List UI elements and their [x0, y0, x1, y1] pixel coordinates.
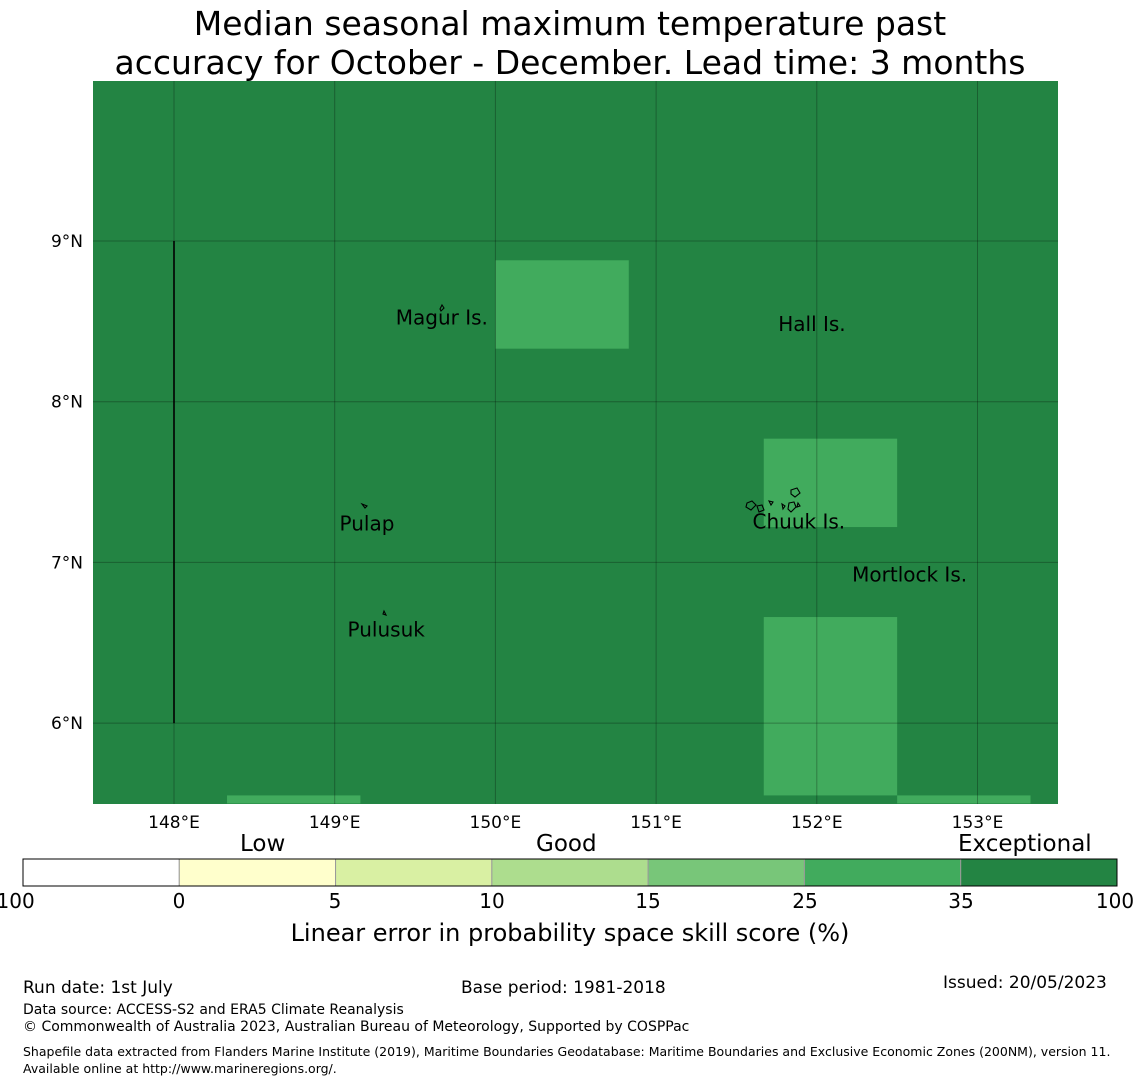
- colorbar-segment: [178, 858, 337, 887]
- colorbar-tick: -100: [0, 889, 35, 913]
- map-title-line-2: accuracy for October - December. Lead ti…: [114, 43, 1026, 82]
- island-outline: [439, 303, 445, 312]
- copyright: © Commonwealth of Australia 2023, Austra…: [23, 1019, 690, 1035]
- latitude-tick-label: 7°N: [51, 553, 83, 573]
- island-outline: [787, 501, 797, 513]
- colorbar-tick: 15: [635, 889, 661, 913]
- place-label: Mortlock Is.: [852, 563, 967, 587]
- base-period: Base period: 1981-2018: [461, 978, 666, 998]
- issued-date: Issued: 20/05/2023: [943, 973, 1107, 993]
- island-outline: [382, 609, 388, 616]
- latitude-tick-label: 8°N: [51, 393, 83, 413]
- island-outline: [745, 500, 757, 511]
- island-outline: [796, 501, 801, 508]
- data-source: Data source: ACCESS-S2 and ERA5 Climate …: [23, 1002, 404, 1018]
- colorbar-tick: 100: [1095, 889, 1135, 913]
- colorbar-segment: [335, 858, 493, 887]
- colorbar-segment: [803, 858, 962, 887]
- place-label: Pulusuk: [348, 617, 426, 641]
- run-date: Run date: 1st July: [23, 978, 173, 998]
- colorbar-tick: 10: [479, 889, 505, 913]
- category-good: Good: [536, 831, 597, 857]
- longitude-tick-label: 148°E: [148, 813, 200, 833]
- skill-cell: [227, 795, 361, 804]
- colorbar-segment: [960, 858, 1118, 887]
- latitude-tick-label: 9°N: [51, 232, 83, 252]
- map-title: Median seasonal maximum temperature past…: [0, 4, 1140, 82]
- map-background: [93, 81, 1058, 804]
- longitude-tick-label: 150°E: [470, 813, 522, 833]
- island-outline: [781, 502, 786, 511]
- map-title-line-1: Median seasonal maximum temperature past: [193, 4, 947, 43]
- colorbar-label: Linear error in probability space skill …: [290, 919, 850, 947]
- colorbar-tick: 5: [328, 889, 342, 913]
- place-label: Pulap: [340, 511, 395, 535]
- longitude-tick-label: 149°E: [309, 813, 361, 833]
- colorbar-segment: [491, 858, 649, 887]
- island-outline: [767, 500, 774, 507]
- latitude-tick-label: 6°N: [51, 714, 83, 734]
- place-label: Magur Is.: [396, 306, 488, 330]
- island-outline: [756, 504, 765, 513]
- colorbar-segment: [647, 858, 805, 887]
- longitude-tick-label: 153°E: [952, 813, 1004, 833]
- colorbar-frame: [22, 858, 1118, 887]
- category-exceptional: Exceptional: [958, 831, 1092, 857]
- category-low: Low: [240, 831, 286, 857]
- colorbar-segment: [22, 858, 180, 887]
- longitude-tick-label: 152°E: [791, 813, 843, 833]
- skill-cell: [495, 260, 629, 349]
- place-label: Hall Is.: [778, 312, 845, 336]
- skill-cell: [897, 795, 1031, 804]
- longitude-tick-label: 151°E: [630, 813, 682, 833]
- shapefile-credit: Shapefile data extracted from Flanders M…: [23, 1044, 1111, 1076]
- skill-cell: [763, 617, 898, 796]
- island-outline: [360, 502, 368, 509]
- colorbar-tick: 35: [948, 889, 974, 913]
- skill-cell: [763, 438, 898, 528]
- island-outline: [790, 487, 801, 498]
- place-label: Chuuk Is.: [753, 510, 846, 534]
- colorbar-tick: 0: [172, 889, 186, 913]
- colorbar-tick: 25: [792, 889, 818, 913]
